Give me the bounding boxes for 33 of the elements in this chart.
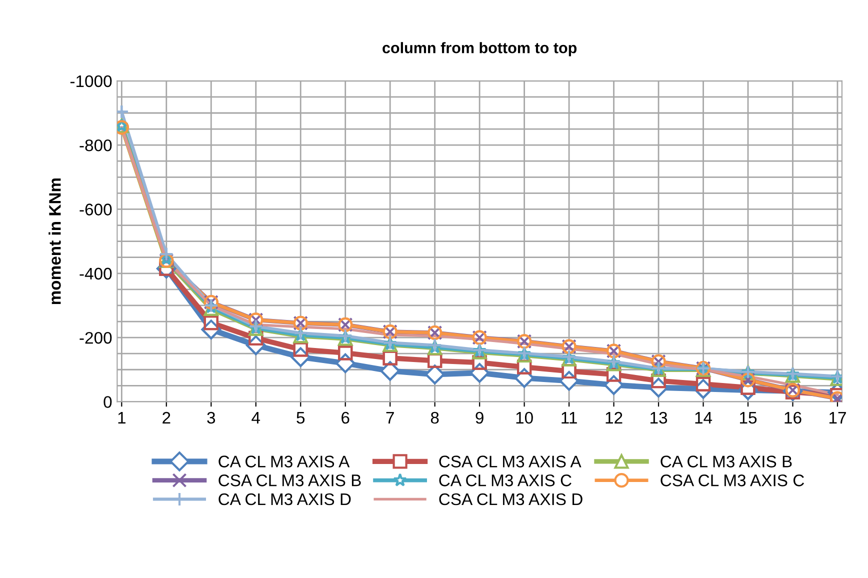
legend-label: CA CL M3 AXIS A: [218, 456, 350, 468]
x-tick-label: 7: [386, 412, 394, 424]
y-tick-label: -800: [80, 139, 112, 152]
x-tick-label: 3: [207, 412, 216, 424]
x-tick-label: 14: [695, 412, 712, 424]
x-tick-label: 10: [516, 412, 533, 424]
x-tick-label: 15: [740, 412, 757, 424]
x-tick-label: 2: [162, 412, 170, 424]
x-tick-label: 17: [829, 412, 846, 424]
x-tick-label: 9: [476, 412, 484, 424]
chart-title: column from bottom to top: [382, 42, 577, 56]
y-tick-label: 0: [104, 396, 112, 408]
x-tick-label: 4: [252, 412, 260, 424]
x-tick-label: 13: [650, 412, 668, 424]
legend-label: CSA CL M3 AXIS A: [439, 456, 582, 468]
x-tick-label: 16: [784, 412, 802, 424]
legend-label: CA CL M3 AXIS D: [218, 493, 351, 506]
legend-label: CSA CL M3 AXIS C: [660, 474, 804, 486]
legend-label: CSA CL M3 AXIS D: [439, 493, 582, 506]
legend-label: CA CL M3 AXIS B: [660, 456, 792, 468]
y-axis-title: moment in KNm: [48, 178, 61, 304]
x-tick-label: 12: [606, 412, 622, 424]
x-tick-label: 6: [342, 412, 350, 424]
x-tick-label: 11: [562, 412, 577, 424]
y-tick-label: -1000: [70, 75, 112, 88]
y-tick-label: -600: [80, 204, 112, 216]
x-tick-label: 8: [430, 412, 439, 424]
y-tick-label: -200: [80, 332, 112, 344]
x-tick-label: 1: [118, 412, 126, 424]
x-tick-label: 5: [296, 412, 305, 424]
y-tick-label: -400: [80, 268, 112, 280]
legend-label: CSA CL M3 AXIS B: [218, 474, 361, 486]
legend-label: CA CL M3 AXIS C: [439, 474, 572, 486]
